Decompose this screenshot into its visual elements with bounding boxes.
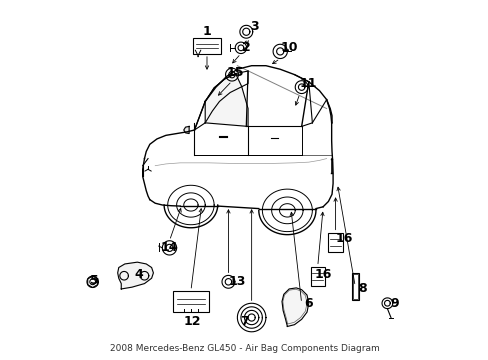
Polygon shape bbox=[183, 126, 189, 134]
Text: 1: 1 bbox=[202, 25, 211, 38]
Polygon shape bbox=[205, 73, 247, 126]
Text: 10: 10 bbox=[280, 41, 297, 54]
Text: 13: 13 bbox=[228, 275, 245, 288]
Text: 11: 11 bbox=[300, 77, 317, 90]
Polygon shape bbox=[282, 288, 308, 327]
Bar bbox=[310, 267, 324, 286]
Polygon shape bbox=[118, 262, 153, 289]
Text: 6: 6 bbox=[304, 297, 312, 310]
Text: 2008 Mercedes-Benz GL450 - Air Bag Components Diagram: 2008 Mercedes-Benz GL450 - Air Bag Compo… bbox=[109, 344, 379, 353]
Text: 8: 8 bbox=[357, 283, 366, 296]
Bar bbox=[352, 274, 357, 298]
Text: 16: 16 bbox=[335, 233, 352, 246]
Bar bbox=[328, 233, 342, 252]
Text: 9: 9 bbox=[389, 297, 398, 310]
Text: 3: 3 bbox=[250, 20, 258, 33]
Bar bbox=[173, 291, 208, 312]
Text: 12: 12 bbox=[183, 315, 201, 328]
Text: 2: 2 bbox=[242, 41, 250, 54]
Text: 5: 5 bbox=[90, 274, 99, 287]
Text: 16: 16 bbox=[314, 268, 331, 281]
Bar bbox=[192, 38, 221, 54]
Text: 7: 7 bbox=[240, 315, 248, 328]
Bar bbox=[351, 273, 358, 300]
Text: 14: 14 bbox=[161, 241, 178, 255]
Text: 15: 15 bbox=[226, 66, 244, 79]
Text: 4: 4 bbox=[135, 268, 143, 281]
